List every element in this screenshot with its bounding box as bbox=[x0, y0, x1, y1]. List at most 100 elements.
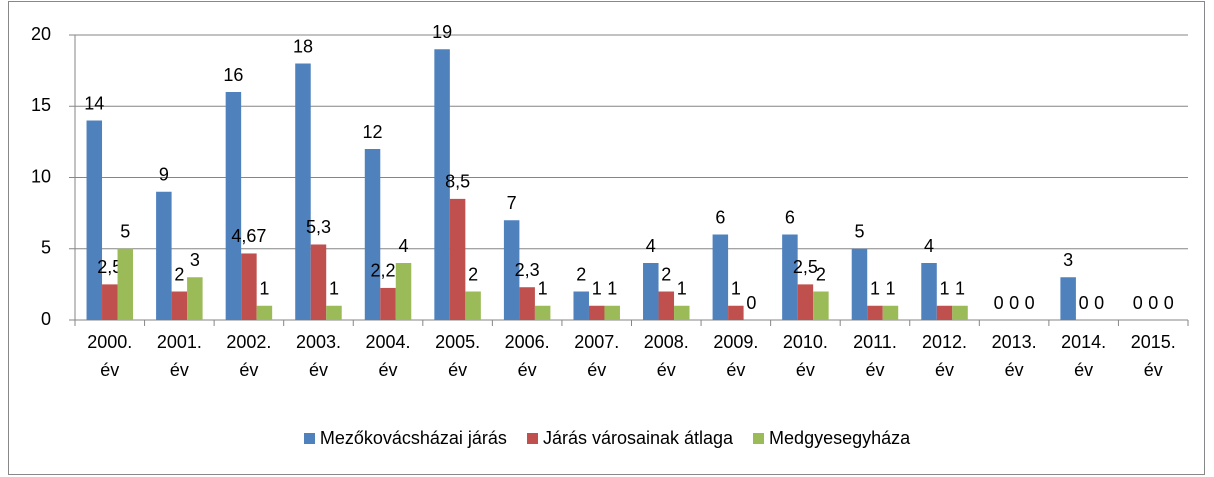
data-label: 18 bbox=[293, 36, 313, 56]
data-label: 2 bbox=[816, 264, 826, 284]
x-tick-label: 2013. év bbox=[991, 332, 1037, 380]
legend: Mezőkovácsházai járás Járás városainak át… bbox=[0, 428, 1214, 449]
bar bbox=[380, 287, 396, 320]
data-label: 12 bbox=[363, 122, 383, 142]
bar bbox=[225, 92, 242, 320]
bar bbox=[573, 291, 589, 320]
x-tick-label: 2009. év bbox=[713, 332, 759, 380]
data-label: 4 bbox=[399, 236, 409, 256]
bar bbox=[658, 291, 675, 320]
bar bbox=[797, 284, 814, 320]
data-label: 5 bbox=[120, 222, 130, 242]
bar bbox=[465, 291, 481, 320]
data-label: 4 bbox=[646, 236, 656, 256]
bar bbox=[867, 305, 883, 320]
x-tick-label: 2004. év bbox=[365, 332, 411, 380]
bar bbox=[782, 234, 798, 320]
bar bbox=[921, 263, 937, 320]
bar bbox=[952, 305, 968, 320]
data-label: 2 bbox=[661, 264, 671, 284]
bar bbox=[534, 305, 551, 320]
data-label: 0 bbox=[1009, 293, 1019, 313]
data-label: 1 bbox=[870, 279, 880, 299]
bar bbox=[295, 63, 311, 320]
data-label: 0 bbox=[1025, 293, 1035, 313]
data-label: 6 bbox=[715, 207, 725, 227]
data-label: 2 bbox=[468, 264, 478, 284]
data-label: 1 bbox=[731, 279, 741, 299]
x-tick-label: 2012. év bbox=[922, 332, 968, 380]
bar bbox=[434, 49, 450, 320]
legend-label: Mezőkovácsházai járás bbox=[319, 428, 507, 448]
bar bbox=[604, 305, 620, 320]
data-label: 1 bbox=[592, 279, 602, 299]
bar bbox=[813, 291, 829, 320]
data-label: 1 bbox=[885, 279, 895, 299]
bar bbox=[674, 305, 690, 320]
legend-item: Mezőkovácsházai járás bbox=[303, 428, 507, 449]
x-tick-label: 2008. év bbox=[643, 332, 689, 380]
data-label: 1 bbox=[329, 279, 339, 299]
data-label: 9 bbox=[159, 165, 169, 185]
bar bbox=[851, 248, 868, 320]
data-label: 3 bbox=[1063, 250, 1073, 270]
data-label: 0 bbox=[994, 293, 1004, 313]
bar bbox=[326, 305, 342, 320]
data-label: 19 bbox=[432, 22, 452, 42]
data-label: 1 bbox=[607, 279, 617, 299]
data-label: 7 bbox=[507, 193, 517, 213]
x-tick-label: 2007. év bbox=[574, 332, 620, 380]
bar bbox=[728, 305, 744, 320]
data-label: 1 bbox=[955, 279, 965, 299]
bar bbox=[395, 263, 412, 320]
bar bbox=[171, 291, 188, 320]
x-tick-label: 2000. év bbox=[87, 332, 133, 380]
bar bbox=[519, 287, 535, 320]
bar bbox=[310, 244, 327, 320]
bar bbox=[503, 220, 520, 320]
legend-swatch bbox=[753, 433, 765, 444]
data-label: 2,5 bbox=[97, 257, 122, 277]
data-label: 3 bbox=[190, 250, 200, 270]
legend-label: Járás városainak átlaga bbox=[542, 428, 734, 448]
data-label: 16 bbox=[223, 65, 243, 85]
x-tick-label: 2001. év bbox=[156, 332, 202, 380]
data-label: 0 bbox=[1148, 293, 1158, 313]
data-label: 8,5 bbox=[445, 172, 470, 192]
legend-item: Medgyesegyháza bbox=[753, 428, 910, 449]
legend-swatch bbox=[303, 433, 315, 444]
x-tick-label: 2015. év bbox=[1130, 332, 1176, 380]
bar bbox=[256, 305, 273, 320]
data-label: 2,3 bbox=[515, 260, 540, 280]
bar bbox=[117, 248, 134, 320]
x-tick-label: 2014. év bbox=[1061, 332, 1107, 380]
data-label: 0 bbox=[1094, 293, 1104, 313]
data-label: 0 bbox=[746, 293, 756, 313]
data-label: 14 bbox=[84, 93, 104, 113]
bar bbox=[241, 253, 257, 320]
data-label: 6 bbox=[785, 207, 795, 227]
bar bbox=[643, 263, 659, 320]
data-label: 4 bbox=[924, 236, 934, 256]
x-tick-label: 2011. év bbox=[853, 332, 897, 380]
bar bbox=[156, 191, 172, 320]
x-tick-label: 2003. év bbox=[295, 332, 341, 380]
x-tick-label: 2002. év bbox=[226, 332, 272, 380]
bar bbox=[1060, 277, 1076, 320]
legend-label: Medgyesegyháza bbox=[769, 428, 911, 448]
data-label: 1 bbox=[259, 279, 269, 299]
data-label: 2 bbox=[174, 264, 184, 284]
data-label: 0 bbox=[1133, 293, 1143, 313]
bar bbox=[86, 120, 103, 320]
data-label: 1 bbox=[538, 279, 548, 299]
x-tick-label: 2006. év bbox=[504, 332, 550, 380]
legend-item: Járás városainak átlaga bbox=[526, 428, 734, 449]
bar bbox=[588, 305, 605, 320]
data-label: 5 bbox=[854, 222, 864, 242]
data-label: 2 bbox=[576, 264, 586, 284]
legend-swatch bbox=[526, 433, 538, 444]
y-tick-label: 5 bbox=[41, 238, 51, 258]
x-tick-label: 2010. év bbox=[782, 332, 828, 380]
